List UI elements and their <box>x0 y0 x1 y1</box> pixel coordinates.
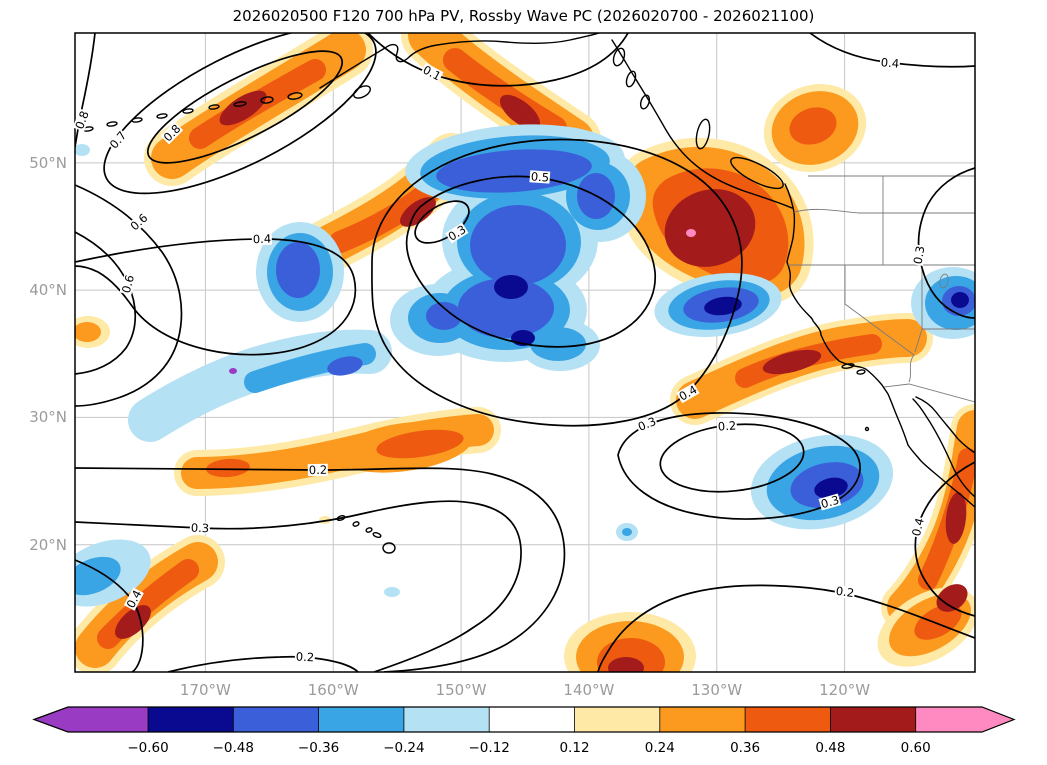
nv-ut-az-border <box>914 265 975 353</box>
colorbar-segment <box>403 707 490 732</box>
colorbar: −0.60 −0.48 −0.36 −0.24 −0.12 0.12 0.24 0.36 0.4… <box>32 706 1016 756</box>
aleutian-island <box>82 126 94 132</box>
aleutian-island <box>233 101 247 107</box>
coastlines <box>82 33 975 554</box>
aleutian-island <box>208 104 220 110</box>
hawaii-island <box>372 531 382 539</box>
colorbar-segment <box>659 707 746 732</box>
channel-island <box>856 369 866 375</box>
positive-anomaly-band <box>877 404 975 667</box>
colorbar-segment <box>745 707 831 732</box>
negative-anomaly-patch <box>654 273 782 337</box>
negative-anoma­ly-patch <box>911 267 975 339</box>
ca-nv-border <box>844 265 915 356</box>
colorbar-tick-label: −0.24 <box>383 740 424 756</box>
negative-anomaly-band <box>128 329 392 442</box>
colorbar-tick-label: 0.36 <box>730 740 760 756</box>
colorbar-segment <box>233 707 319 732</box>
great-salt-lake <box>939 273 949 289</box>
colorbar-segment <box>148 707 234 732</box>
hawaii-island <box>352 521 360 527</box>
colorbar-segment <box>489 707 575 732</box>
aleutian-island <box>287 92 303 100</box>
colorbar-extend-high <box>915 707 1014 732</box>
positive-anomaly-patch <box>564 612 696 672</box>
colorbar-tick-label: 0.24 <box>645 740 675 756</box>
hawaii-island <box>365 527 373 533</box>
positive-anomaly-band <box>670 313 933 425</box>
negative-anomaly-patch <box>750 434 894 530</box>
hawaii-big-island <box>382 542 396 554</box>
colorbar-segment <box>830 707 916 732</box>
colorbar-tick-label: 0.12 <box>559 740 589 756</box>
baja-east-coast <box>912 398 975 498</box>
aleutian-island <box>106 121 118 127</box>
colorbar-tick-label: −0.60 <box>127 740 168 756</box>
colorbar-outline <box>32 706 1016 733</box>
colorbar-tick-label: −0.12 <box>469 740 510 756</box>
vancouver-island <box>730 156 784 190</box>
colorbar-segment <box>574 707 660 732</box>
chart-title: 2026020500 F120 700 hPa PV, Rossby Wave … <box>232 7 815 25</box>
se-alaska-island <box>639 94 651 110</box>
positive-anomaly-band <box>144 33 373 186</box>
extreme-positive-spot <box>686 229 696 237</box>
colorbar-segment <box>318 707 404 732</box>
gulf-mainland-coast <box>915 396 975 454</box>
negative-anomaly-central <box>390 124 646 371</box>
wa-or-border <box>793 208 975 214</box>
colorbar-tick-label: 0.60 <box>901 740 931 756</box>
positive-anomaly-core <box>615 137 814 306</box>
positive-anomaly-speck <box>75 316 331 524</box>
colorado-river-border <box>908 354 915 383</box>
negative-anomaly-patch <box>256 222 344 322</box>
positive-anomaly-band <box>401 33 601 169</box>
bc-coast <box>611 39 793 209</box>
colorbar-tick-label: −0.36 <box>298 740 339 756</box>
contour-lines <box>75 33 975 672</box>
state-borders <box>788 175 975 403</box>
haida-gwaii <box>695 118 711 150</box>
se-alaska-island <box>612 47 626 67</box>
aleutian-island <box>182 108 194 114</box>
colorbar-extend-low <box>34 707 148 732</box>
positive-anomaly-patch <box>763 84 867 172</box>
channel-island <box>841 363 855 369</box>
guadalupe-island <box>864 426 870 432</box>
aleutian-island <box>260 96 274 104</box>
us-west-coast <box>784 183 975 508</box>
negative-anomaly-speck <box>75 144 638 597</box>
colorbar-tick-label: −0.48 <box>213 740 254 756</box>
map-frame <box>74 32 976 673</box>
extreme-negative-spot <box>229 368 237 374</box>
us-mexico-border <box>883 383 975 403</box>
se-alaska-island <box>625 70 637 88</box>
positive-anomaly-band <box>174 407 501 496</box>
colorbar-tick-label: 0.48 <box>815 740 845 756</box>
aleutian-island <box>156 113 168 119</box>
